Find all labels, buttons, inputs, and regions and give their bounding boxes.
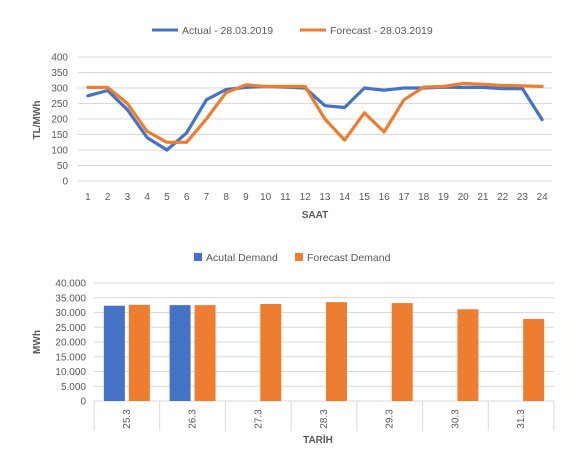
x-tick-label: 6	[184, 192, 190, 203]
x-tick-labels: 25.3 26.3 27.3 28.3 29.3 30.3 31.3	[122, 409, 527, 429]
legend-swatch-forecast-demand	[295, 253, 303, 261]
x-tick-label: 3	[125, 192, 131, 203]
x-tick-label: 14	[339, 192, 351, 203]
x-tick-label: 10	[260, 192, 272, 203]
x-tick-label: 31.3	[516, 409, 527, 429]
bar-forecast-demand	[326, 302, 347, 401]
legend-bar-chart: Acutal Demand Forecast Demand	[194, 252, 391, 264]
bar-forecast-demand	[523, 318, 545, 401]
y-tick-label: 250	[51, 99, 68, 110]
y-tick-labels: 0 5.000 10.000 15.000 20.000 25.000 30.000 35.0…	[55, 279, 86, 408]
bar-forecast-demand	[260, 303, 282, 401]
y-tick-labels: 0 50 100 150 200 250 300 350 400	[51, 53, 68, 188]
line-chart: Actual - 28.03.2019 Forecast - 28.03.201…	[32, 25, 552, 221]
bar-actual-demand	[103, 305, 125, 401]
y-tick-label: 0	[62, 177, 68, 188]
x-tick-label: 4	[144, 192, 150, 203]
x-tick-label: 7	[204, 192, 210, 203]
y-tick-label: 15.000	[55, 352, 86, 363]
legend-swatch-actual-demand	[194, 253, 202, 261]
bar-forecast-demand	[128, 304, 150, 401]
x-tick-label: 2	[105, 192, 111, 203]
x-tick-label: 5	[164, 192, 170, 203]
y-tick-label: 40.000	[55, 279, 86, 290]
y-tick-label: 35.000	[55, 293, 86, 304]
series-line-actual	[86, 84, 544, 152]
y-axis-title: MWh	[32, 330, 43, 354]
legend-label-actual: Actual - 28.03.2019	[182, 25, 273, 37]
legend-label-forecast-demand: Forecast Demand	[307, 252, 391, 264]
bars	[103, 302, 545, 401]
x-tick-label: 18	[418, 192, 430, 203]
x-tick-label: 23	[517, 192, 529, 203]
gridlines	[78, 56, 552, 182]
y-tick-label: 400	[51, 53, 68, 64]
legend-label-actual-demand: Acutal Demand	[206, 252, 278, 264]
x-tick-label: 20	[458, 192, 470, 203]
x-axis-title: TARİH	[303, 433, 333, 446]
bar-forecast-demand	[457, 309, 479, 401]
y-tick-label: 5.000	[61, 382, 86, 393]
y-tick-label: 25.000	[55, 323, 86, 334]
x-tick-label: 28.3	[319, 409, 330, 429]
y-axis-title: TL/MWh	[32, 101, 43, 140]
x-tick-label: 29.3	[385, 409, 396, 429]
x-tick-label: 8	[223, 192, 229, 203]
x-tick-label: 30.3	[450, 409, 461, 429]
legend-label-forecast: Forecast - 28.03.2019	[330, 25, 433, 37]
x-tick-label: 15	[359, 192, 371, 203]
x-tick-label: 9	[243, 192, 249, 203]
y-tick-label: 0	[80, 397, 86, 408]
bar-actual-demand	[169, 305, 191, 401]
x-tick-label: 1	[85, 192, 91, 203]
x-tick-label: 19	[438, 192, 450, 203]
x-tick-label: 16	[379, 192, 391, 203]
series-lines	[86, 81, 544, 152]
y-tick-label: 100	[51, 146, 68, 157]
y-tick-label: 300	[51, 84, 68, 95]
series-line-forecast	[86, 81, 544, 144]
y-tick-label: 150	[51, 130, 68, 141]
x-tick-label: 26.3	[188, 409, 199, 429]
x-tick-label: 11	[280, 192, 291, 203]
y-tick-label: 200	[51, 115, 68, 126]
x-tick-label: 12	[300, 192, 312, 203]
legend-line-chart: Actual - 28.03.2019 Forecast - 28.03.201…	[152, 25, 433, 37]
bar-forecast-demand	[391, 303, 413, 401]
y-tick-label: 350	[51, 68, 68, 79]
gridlines	[93, 282, 555, 431]
x-tick-label: 17	[398, 192, 410, 203]
x-tick-label: 27.3	[253, 409, 264, 429]
x-tick-label: 22	[497, 192, 509, 203]
y-tick-label: 50	[57, 161, 69, 172]
y-tick-label: 30.000	[55, 308, 86, 319]
bar-forecast-demand	[194, 305, 216, 401]
x-tick-label: 13	[319, 192, 331, 203]
x-tick-labels: 1 2 3 4 5 6 7 8 9 10 11 12 13 14 15 16 17 18 19 20 21 22 23 24	[85, 192, 548, 203]
bar-chart: Acutal Demand Forecast Demand 0 5.000 10.0…	[32, 252, 555, 446]
x-tick-label: 24	[537, 192, 549, 203]
x-axis-title: SAAT	[302, 210, 328, 221]
y-tick-label: 20.000	[55, 338, 86, 349]
x-tick-label: 25.3	[122, 409, 133, 429]
y-tick-label: 10.000	[55, 367, 86, 378]
x-tick-label: 21	[477, 192, 489, 203]
